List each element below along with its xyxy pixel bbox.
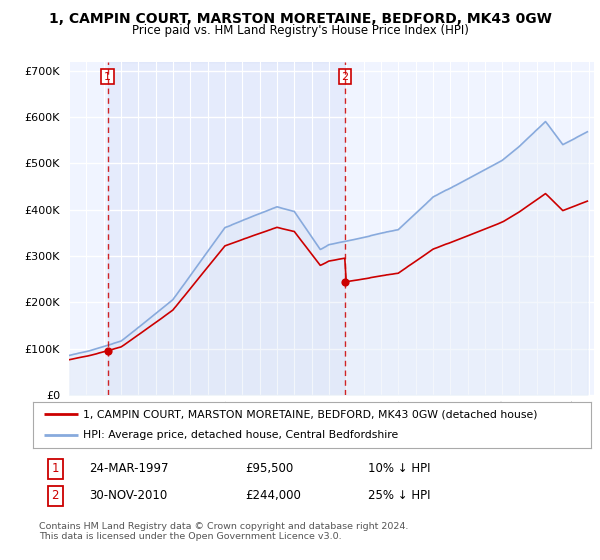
Text: 1, CAMPIN COURT, MARSTON MORETAINE, BEDFORD, MK43 0GW: 1, CAMPIN COURT, MARSTON MORETAINE, BEDF…	[49, 12, 551, 26]
Text: £95,500: £95,500	[245, 462, 293, 475]
Text: 2: 2	[52, 489, 59, 502]
Text: 10% ↓ HPI: 10% ↓ HPI	[368, 462, 430, 475]
Text: 1: 1	[52, 462, 59, 475]
Text: 30-NOV-2010: 30-NOV-2010	[89, 489, 167, 502]
Point	[340, 277, 350, 286]
Text: HPI: Average price, detached house, Central Bedfordshire: HPI: Average price, detached house, Cent…	[83, 431, 398, 441]
Bar	[107, 62, 345, 395]
Point	[103, 346, 112, 355]
Text: 24-MAR-1997: 24-MAR-1997	[89, 462, 168, 475]
Text: 1, CAMPIN COURT, MARSTON MORETAINE, BEDFORD, MK43 0GW (detached house): 1, CAMPIN COURT, MARSTON MORETAINE, BEDF…	[83, 409, 538, 419]
Text: 1: 1	[104, 72, 111, 82]
Text: 25% ↓ HPI: 25% ↓ HPI	[368, 489, 430, 502]
Text: 2: 2	[341, 72, 349, 82]
Text: Price paid vs. HM Land Registry's House Price Index (HPI): Price paid vs. HM Land Registry's House …	[131, 24, 469, 37]
Text: £244,000: £244,000	[245, 489, 301, 502]
Text: Contains HM Land Registry data © Crown copyright and database right 2024.
This d: Contains HM Land Registry data © Crown c…	[38, 522, 408, 541]
